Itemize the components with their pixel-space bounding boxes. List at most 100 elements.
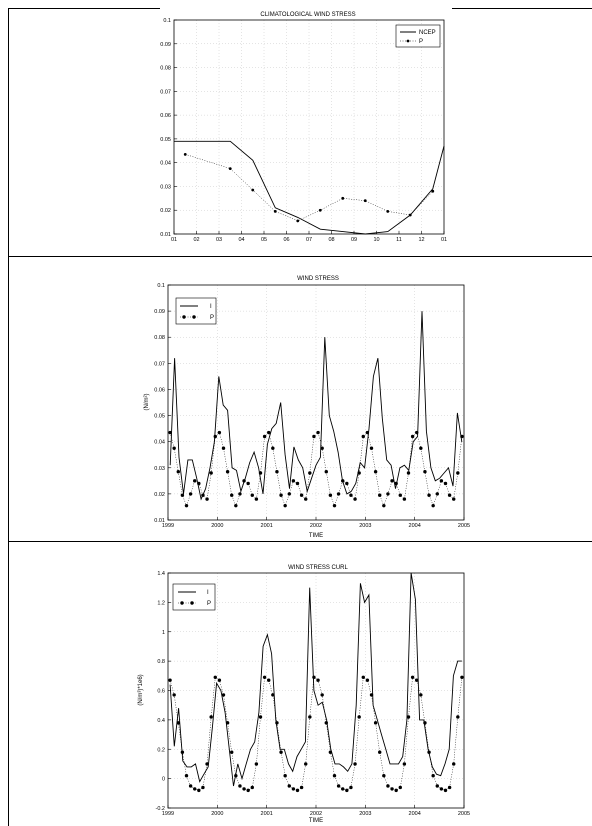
data-point-p xyxy=(349,493,353,497)
x-tick-label: 09 xyxy=(351,237,357,243)
series-layer xyxy=(168,572,464,793)
x-tick-label: 2001 xyxy=(261,523,273,529)
data-point-p xyxy=(394,788,398,793)
data-point-p xyxy=(427,750,431,754)
data-point-p xyxy=(291,787,296,791)
x-tick-label: 2001 xyxy=(261,811,273,817)
x-tick-label: 02 xyxy=(193,237,199,243)
y-tick-label: 0.01 xyxy=(154,518,165,524)
data-point-p xyxy=(345,481,349,486)
x-axis-label: TIME xyxy=(309,818,323,824)
data-point-p xyxy=(221,446,226,450)
data-point-p xyxy=(217,430,222,435)
series-layer xyxy=(174,140,445,235)
data-point-p xyxy=(258,715,263,719)
data-point-p xyxy=(176,721,180,725)
data-point-p xyxy=(456,471,460,475)
legend-marker-p xyxy=(406,39,410,43)
x-tick-label: 05 xyxy=(261,237,267,243)
y-tick-label: 0.02 xyxy=(160,208,171,214)
y-tick-label: 1.4 xyxy=(157,571,165,577)
series-line-p xyxy=(169,676,463,791)
data-point-p xyxy=(410,675,415,679)
data-point-p xyxy=(361,434,365,439)
y-tick-label: 0.01 xyxy=(160,232,171,238)
data-point-p xyxy=(188,492,193,496)
chart-title: WIND STRESS xyxy=(297,276,339,282)
data-point-p xyxy=(365,430,370,435)
data-point-p xyxy=(184,503,189,508)
panel-climatological-wind-stress: CLIMATOLOGICAL WIND STRESS 01 02 03 04 05 06 0… xyxy=(160,12,447,243)
data-point-p xyxy=(324,469,328,474)
data-point-p xyxy=(209,471,213,475)
data-point-p xyxy=(431,773,435,778)
data-point-p xyxy=(184,773,189,778)
series-line-i xyxy=(169,311,463,501)
legend-marker-p-1 xyxy=(180,601,184,605)
axis-ticks: 01 02 03 04 05 06 07 08 09 10 11 12 010.010.020.030.… xyxy=(160,18,447,243)
data-point-p xyxy=(382,773,386,778)
data-point-p xyxy=(180,493,185,497)
data-point-p xyxy=(283,503,287,508)
data-point-p xyxy=(402,497,407,501)
data-point-p xyxy=(363,199,367,203)
data-point-p xyxy=(415,430,419,435)
data-point-p xyxy=(180,750,185,754)
data-point-p xyxy=(435,784,439,788)
data-point-p xyxy=(246,788,250,793)
x-tick-label: 08 xyxy=(328,237,334,243)
data-point-p xyxy=(369,693,374,697)
y-tick-label: 0.03 xyxy=(154,466,165,472)
data-point-p xyxy=(341,787,345,791)
x-tick-label: 2005 xyxy=(458,811,470,817)
x-tick-label: 2002 xyxy=(310,523,322,529)
x-tick-label: 2004 xyxy=(409,523,421,529)
data-point-p xyxy=(419,446,423,450)
data-point-p xyxy=(250,785,254,790)
data-point-p xyxy=(398,493,402,497)
data-point-p xyxy=(353,762,357,766)
y-tick-label: 0.07 xyxy=(154,361,165,367)
data-point-p xyxy=(345,788,349,793)
data-point-p xyxy=(312,675,316,679)
data-point-p xyxy=(373,469,378,474)
legend-label-p: P xyxy=(210,315,214,321)
series-line-i xyxy=(169,572,462,787)
y-tick-label: 0.05 xyxy=(160,137,171,143)
data-point-p xyxy=(386,784,390,788)
data-point-p xyxy=(230,750,234,754)
data-point-p xyxy=(447,785,452,790)
y-tick-label: 0.03 xyxy=(160,184,171,190)
data-point-p xyxy=(176,469,180,474)
axis-ticks: 1999 2000 2001 2002 2003 2004 2005 -0.2 0 0.2 0.4 0… xyxy=(156,571,471,817)
data-point-p xyxy=(328,750,333,754)
legend-box xyxy=(175,297,217,325)
data-point-p xyxy=(262,675,267,679)
plot-area-border xyxy=(167,284,465,521)
data-point-p xyxy=(308,715,312,719)
data-point-p xyxy=(460,434,464,439)
data-point-p xyxy=(427,493,431,497)
data-point-p xyxy=(251,188,255,192)
plot-area-border xyxy=(167,572,465,809)
y-tick-label: 0.08 xyxy=(160,66,171,72)
data-point-p xyxy=(320,693,324,697)
x-tick-label: 11 xyxy=(396,237,402,243)
data-point-p xyxy=(390,787,394,791)
data-point-p xyxy=(336,492,341,496)
data-point-p xyxy=(316,678,320,682)
data-point-p xyxy=(296,219,300,223)
data-point-p xyxy=(402,762,407,766)
data-point-p xyxy=(456,715,460,719)
data-point-p xyxy=(234,503,238,508)
y-tick-label: 0.05 xyxy=(154,414,165,420)
data-point-p xyxy=(419,693,423,697)
data-point-p xyxy=(406,471,411,475)
data-point-p xyxy=(332,773,337,778)
data-point-p xyxy=(279,750,283,754)
data-point-p xyxy=(221,693,226,697)
data-point-p xyxy=(172,693,176,697)
data-point-p xyxy=(386,492,390,496)
legend-label-i: I xyxy=(207,590,209,596)
y-tick-label: 0.06 xyxy=(160,113,171,119)
